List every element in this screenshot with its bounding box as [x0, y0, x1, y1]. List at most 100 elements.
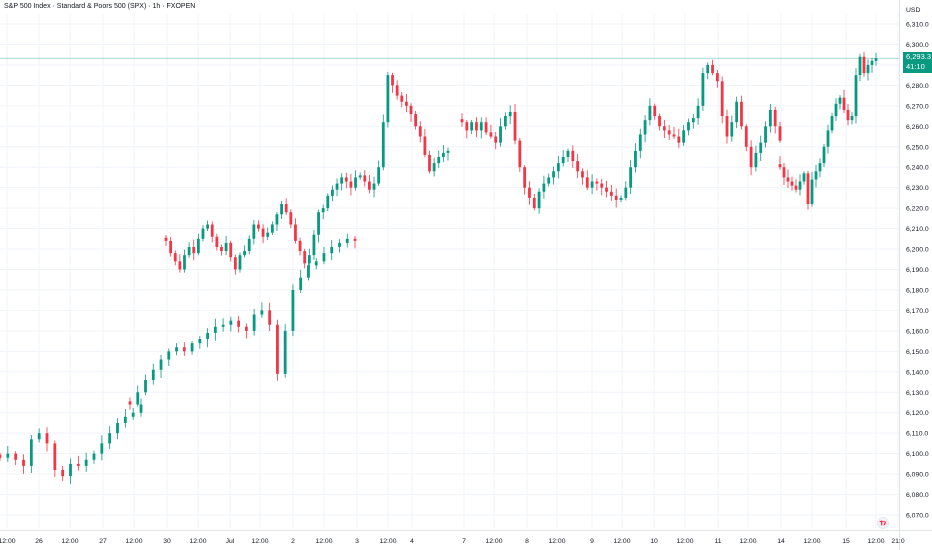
candle-body — [298, 240, 302, 252]
candle — [605, 180, 608, 198]
candle-body — [494, 136, 498, 143]
candle — [614, 188, 618, 208]
price-tick-label: 6,170.0 — [906, 308, 929, 315]
candle — [307, 260, 310, 281]
candle — [561, 150, 565, 167]
candle — [460, 113, 464, 127]
candle-body — [261, 228, 265, 237]
candle-body — [662, 126, 666, 131]
candle — [237, 316, 241, 333]
candle-body — [556, 163, 560, 172]
candle-body — [198, 339, 202, 344]
time-tick-label: 27 — [99, 538, 107, 545]
candle-body — [192, 246, 196, 254]
candle — [581, 168, 584, 185]
candle-body — [561, 156, 565, 164]
candle-body — [213, 326, 217, 333]
candle — [701, 67, 705, 111]
candle — [744, 124, 748, 152]
time-tick-label: 12:00 — [379, 538, 396, 545]
price-tick-label: 6,180.0 — [906, 287, 929, 294]
candle — [542, 175, 546, 199]
candle — [619, 195, 623, 203]
price-tick-label: 6,100.0 — [906, 451, 929, 458]
candle — [175, 343, 178, 356]
candle — [268, 302, 272, 332]
candle-body — [354, 177, 357, 188]
candle — [53, 440, 57, 478]
candle — [790, 176, 794, 191]
candle — [672, 126, 676, 140]
candle-body — [682, 130, 686, 143]
candle-body — [701, 73, 705, 106]
candle-body — [312, 234, 316, 256]
candle — [213, 318, 217, 341]
candle — [131, 407, 135, 420]
candle — [312, 230, 316, 260]
time-tick-label: 10 — [650, 538, 658, 545]
tradingview-logo-icon — [877, 517, 889, 529]
candle — [326, 193, 330, 212]
candle-body — [229, 242, 233, 258]
candle-body — [169, 240, 173, 254]
candle-body — [643, 120, 647, 135]
candle — [798, 174, 802, 196]
candle — [715, 69, 719, 88]
candle — [299, 269, 303, 293]
candle-body — [14, 453, 18, 460]
candle — [139, 398, 143, 417]
candle-body — [151, 369, 155, 380]
candle — [182, 342, 186, 356]
candle-body — [322, 253, 326, 262]
candle — [363, 170, 367, 187]
candle-body — [275, 214, 279, 225]
candle-body — [782, 167, 786, 178]
candle-body — [164, 237, 168, 241]
candle-body — [344, 177, 348, 182]
candle — [437, 150, 441, 168]
candle — [229, 240, 233, 262]
candle-body — [489, 132, 493, 137]
candle-body — [84, 459, 88, 466]
candle — [349, 173, 353, 196]
candle — [266, 227, 270, 240]
candle-body — [479, 122, 483, 131]
candle-body — [754, 152, 758, 168]
candle-body — [53, 443, 57, 470]
candle — [206, 220, 210, 232]
candle-body — [581, 171, 584, 178]
candle-body — [404, 101, 408, 106]
candle — [368, 174, 371, 194]
candle-body — [437, 156, 441, 164]
candle-body — [846, 109, 850, 121]
candle — [518, 137, 522, 172]
candle — [523, 165, 527, 195]
candle — [84, 452, 88, 472]
candle-body — [838, 97, 842, 104]
candle — [276, 319, 279, 381]
candle — [810, 171, 814, 207]
candle-body — [206, 332, 209, 340]
candle — [284, 198, 288, 215]
candle — [291, 284, 295, 337]
candle-body — [237, 320, 241, 327]
candle — [479, 117, 483, 139]
candle-body — [818, 163, 822, 172]
price-tick-label: 6,150.0 — [906, 349, 929, 356]
candle-body — [381, 122, 385, 168]
candle — [428, 150, 431, 174]
candle — [446, 147, 450, 161]
candle-body — [590, 181, 594, 188]
candle-body — [335, 183, 339, 190]
candle — [338, 239, 341, 253]
time-axis: 12:00 26 12:00 27 12:00 30 12:00 Jul 12:00 2 12:00… — [0, 530, 932, 545]
candle-body — [595, 181, 599, 184]
candle-body — [725, 116, 729, 137]
candle — [395, 80, 399, 100]
price-tick-label: 6,130.0 — [906, 390, 929, 397]
grid-lines — [0, 14, 899, 528]
candle-body — [139, 404, 143, 413]
candle-body — [22, 459, 25, 466]
